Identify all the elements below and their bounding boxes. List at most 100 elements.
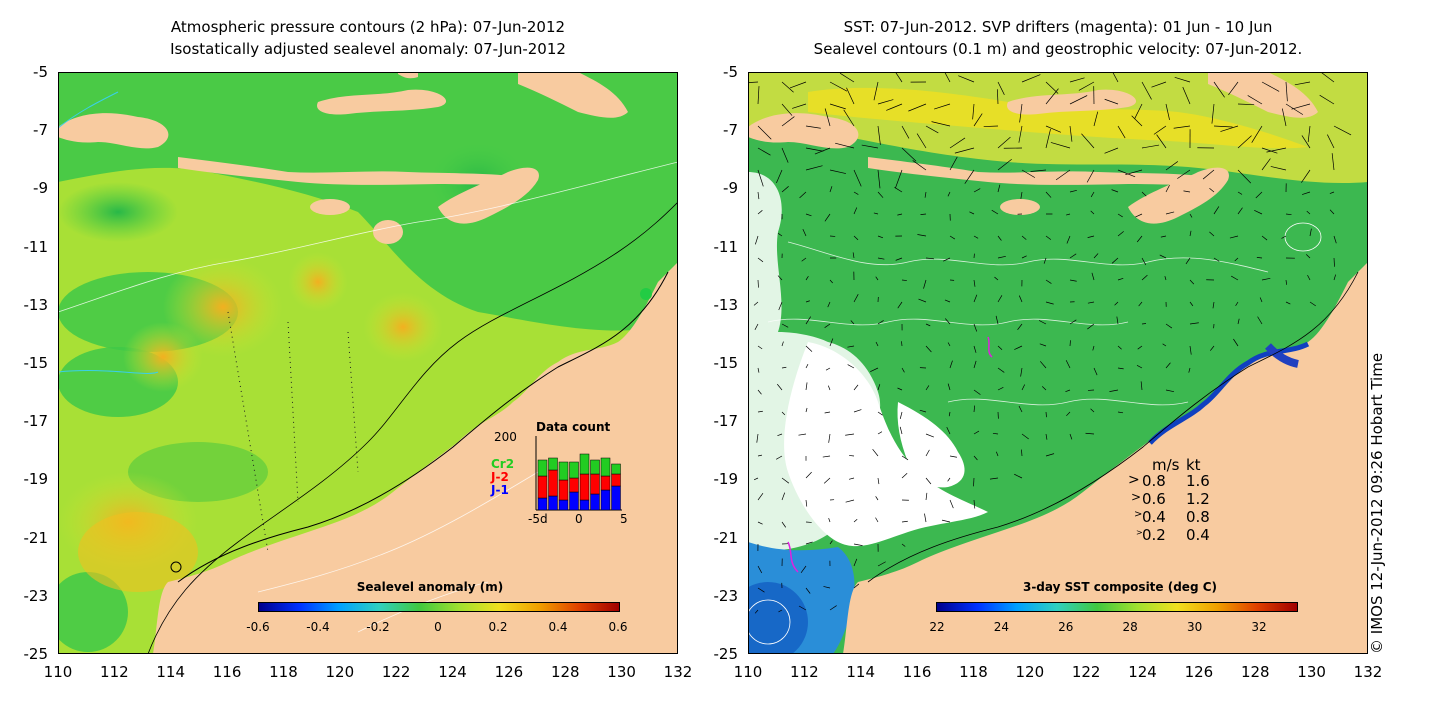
velocity-vector [1069, 95, 1088, 105]
velocity-vector [1117, 277, 1124, 281]
x-axis-label: 132 [663, 663, 693, 681]
velocity-vector [1050, 142, 1071, 149]
velocity-vector [1174, 77, 1191, 83]
velocity-vector [853, 583, 860, 589]
velocity-vector [1333, 125, 1352, 136]
velocity-vector [1045, 433, 1048, 440]
velocity-vector [1160, 235, 1167, 238]
velocity-vector [901, 125, 910, 139]
velocity-vector [777, 275, 783, 281]
velocity-vector [1285, 301, 1291, 305]
velocity-vector [757, 147, 771, 156]
velocity-vector [1045, 235, 1052, 240]
velocity-vector [897, 213, 903, 216]
velocity-vector [901, 472, 908, 479]
velocity-vector [829, 186, 833, 193]
velocity-vector [1165, 323, 1173, 329]
velocity-vector [1065, 360, 1071, 369]
velocity-vector [824, 213, 831, 222]
velocity-vector [829, 103, 846, 110]
velocity-vector [827, 385, 831, 391]
velocity-vector [1045, 128, 1051, 149]
velocity-vector [781, 521, 787, 528]
velocity-vector [757, 587, 765, 593]
velocity-vector [1285, 279, 1287, 285]
inset-bar [548, 457, 558, 471]
velocity-vector [1189, 322, 1199, 325]
y-axis-label: -25 [23, 645, 49, 663]
velocity-vector [748, 81, 759, 83]
velocity-vector [1135, 213, 1143, 218]
velocity-vector [944, 318, 951, 325]
velocity-vector [1111, 257, 1119, 264]
velocity-vector [1165, 362, 1171, 369]
velocity-vector [1329, 191, 1335, 194]
inset-bar [537, 475, 548, 499]
velocity-vector [853, 191, 859, 195]
velocity-vector [992, 432, 999, 435]
x-axis-label: 130 [607, 663, 636, 681]
velocity-vector [805, 363, 809, 369]
velocity-vector [1333, 235, 1337, 244]
timestamp: © IMOS 12-Jun-2012 09:26 Hobart Time [1368, 352, 1386, 654]
velocity-vector [1019, 103, 1023, 123]
velocity-vector [1237, 135, 1252, 149]
velocity-vector [853, 293, 859, 303]
colorbar-tick: 32 [1251, 620, 1267, 634]
colorbar-tick: 22 [929, 620, 945, 634]
velocity-vector [1018, 295, 1023, 303]
sst-map [748, 72, 1368, 654]
velocity-vector [944, 299, 951, 303]
velocity-vector [757, 454, 763, 457]
velocity-vector [949, 360, 953, 369]
y-axis-label: -23 [713, 586, 739, 605]
velocity-vector [825, 367, 831, 371]
velocity-vector [847, 345, 855, 348]
velocity-vector [997, 235, 1002, 241]
velocity-vector [1045, 411, 1047, 418]
velocity-vector [997, 367, 1005, 373]
velocity-vector [829, 338, 834, 347]
velocity-vector [1081, 133, 1095, 149]
velocity-vector [1177, 169, 1191, 179]
velocity-vector [997, 81, 1005, 95]
velocity-vector [947, 383, 951, 391]
right-title-line1: SST: 07-Jun-2012. SVP drifters (magenta)… [843, 18, 1273, 36]
velocity-vector [1066, 213, 1071, 216]
velocity-vector [873, 212, 879, 215]
inset-xtick-right: 5 [620, 512, 628, 526]
velocity-vector [877, 320, 884, 325]
velocity-vector [1085, 432, 1095, 435]
velocity-vector [1138, 301, 1143, 307]
velocity-vector [1165, 211, 1175, 215]
velocity-vector [875, 276, 879, 281]
velocity-vector [1104, 147, 1119, 154]
inset-legend-j2: J-2 [491, 470, 509, 484]
velocity-vector [1114, 301, 1119, 306]
velocity-vector [949, 137, 966, 149]
velocity-vector [1229, 235, 1239, 239]
velocity-vector [1141, 191, 1147, 197]
velocity-vector [944, 72, 951, 83]
velocity-vector [1014, 345, 1023, 350]
velocity-vector [996, 451, 999, 457]
velocity-vector [877, 235, 884, 239]
x-axis-label: 120 [1015, 663, 1045, 681]
velocity-vector [829, 279, 833, 284]
inset-bar [611, 473, 621, 487]
velocity-vector [925, 433, 934, 438]
velocity-vector [1090, 408, 1095, 413]
y-axis-label: -9 [723, 179, 738, 198]
velocity-vector [1333, 274, 1336, 281]
velocity-vector [969, 211, 975, 215]
velocity-vector [924, 513, 927, 523]
speed-legend-row: > 0.8 1.6 [1128, 472, 1238, 490]
velocity-vector [1231, 275, 1239, 281]
velocity-vector [1301, 135, 1311, 149]
velocity-vector [895, 72, 903, 83]
velocity-vector [829, 169, 847, 174]
x-axis-label: 112 [790, 663, 819, 681]
x-axis-label: 118 [959, 663, 988, 681]
velocity-vector [877, 384, 881, 391]
y-axis-label: -15 [23, 354, 49, 372]
